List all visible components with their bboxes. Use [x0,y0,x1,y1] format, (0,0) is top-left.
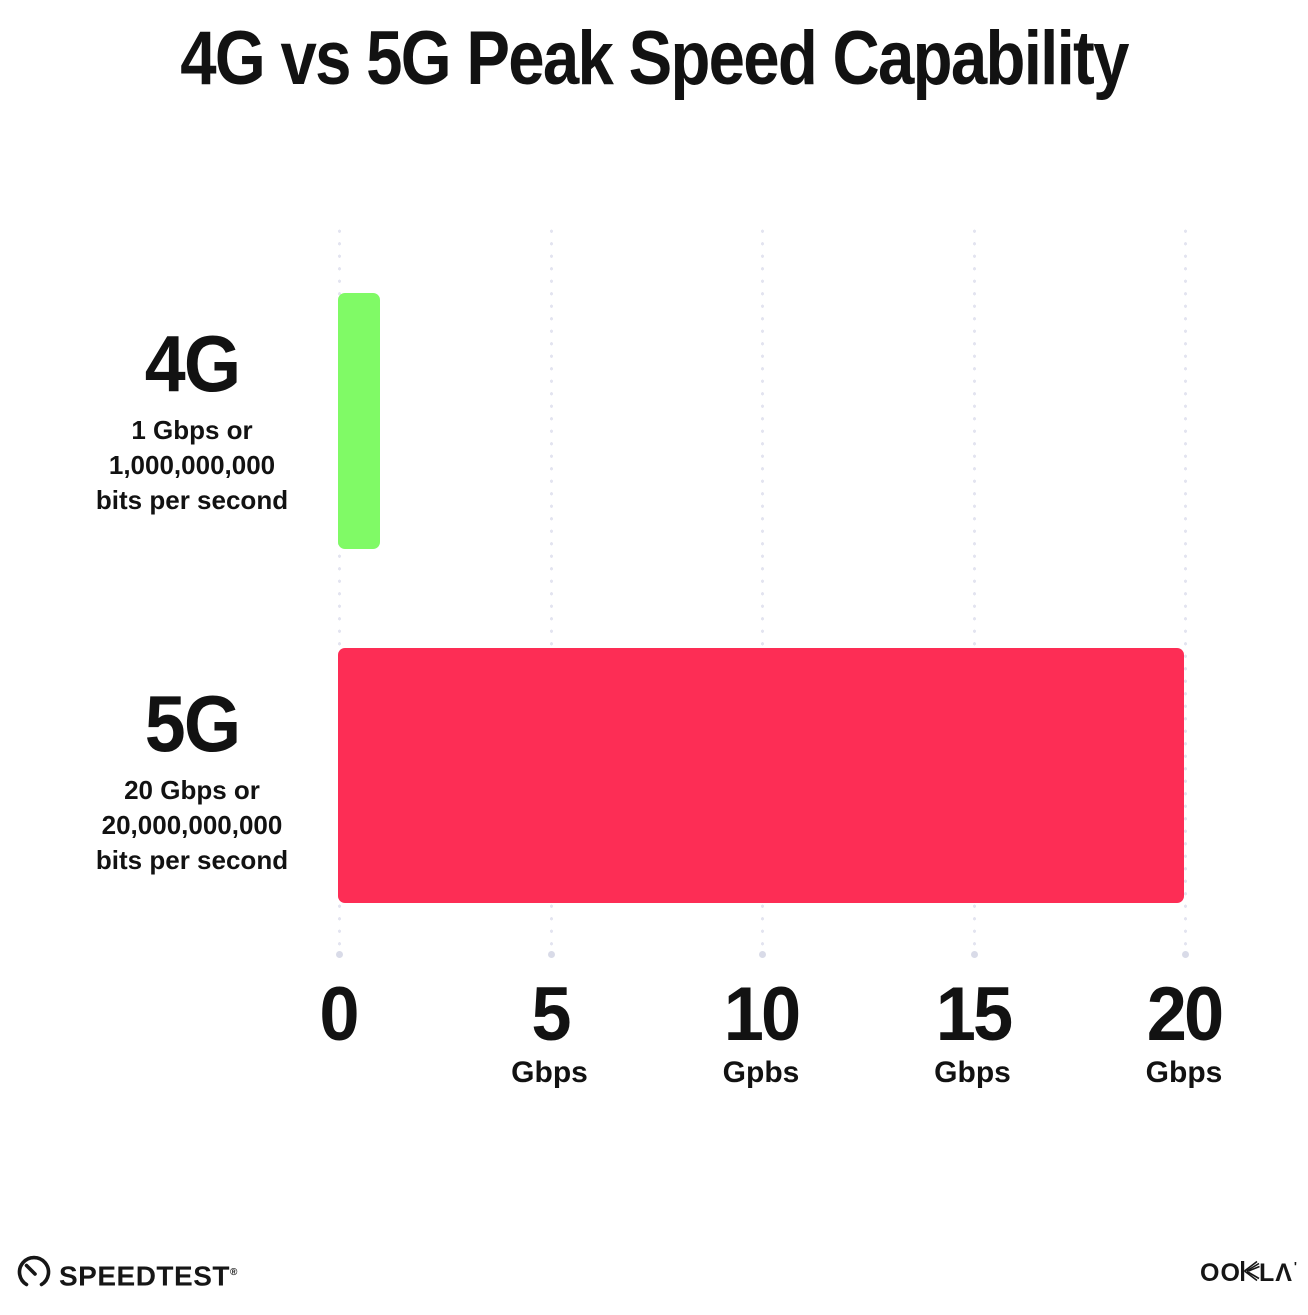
bar-5g [338,648,1184,903]
x-axis: 0 5 Gbps 10 Gpbs 15 Gbps 20 Gbps [319,972,1224,1109]
x-tick-unit: Gbps [1145,1056,1223,1089]
desc-line: 1 Gbps or [131,415,253,445]
gridline-5 [547,225,555,958]
ookla-trademark-mark: ' [1293,1258,1297,1274]
x-tick-number: 15 [935,972,1012,1057]
x-tick-10: 10 Gpbs [722,972,801,1089]
gridline-20 [1182,225,1189,958]
desc-line: bits per second [95,485,289,515]
x-tick-15: 15 Gbps [933,972,1012,1089]
chart-title: 4G vs 5G Peak Speed Capability [180,16,1129,101]
category-description-4g: 1 Gbps or 1,000,000,000 bits per second [28,413,356,518]
desc-line: bits per second [95,845,289,875]
category-description-5g: 20 Gbps or 20,000,000,000 bits per secon… [28,773,356,878]
row-label-4g: 4G 1 Gbps or 1,000,000,000 bits per seco… [28,321,356,518]
desc-line: 20 Gbps or [124,775,260,805]
bar-4g [338,293,381,549]
x-tick-0: 0 [318,972,359,1057]
gridline-15 [970,225,978,958]
x-tick-unit: Gbps [934,1056,1011,1089]
ookla-wordmark-left: OO [1200,1259,1241,1287]
x-tick-5: 5 Gbps [511,972,588,1089]
desc-line: 20,000,000,000 [101,810,283,840]
x-tick-unit: Gbps [511,1056,588,1089]
speedtest-gauge-icon [16,1254,52,1295]
ookla-wordmark-right: LΛ [1258,1259,1293,1287]
category-label-4g: 4G [144,319,241,408]
x-tick-number: 20 [1146,972,1224,1057]
x-tick-unit: Gpbs [722,1056,800,1089]
gridline-10 [759,225,766,958]
ookla-logo: OO LΛ ' [1200,1258,1297,1288]
x-tick-number: 5 [530,972,571,1057]
plot-area [336,225,1189,958]
category-label-5g: 5G [144,679,241,768]
x-tick-20: 20 Gbps [1145,972,1224,1089]
registered-trademark-mark: ® [229,1267,238,1278]
speedtest-label: SPEEDTEST [59,1260,230,1292]
speedtest-wordmark: SPEEDTEST® [59,1254,238,1295]
row-label-5g: 5G 20 Gbps or 20,000,000,000 bits per se… [28,681,356,878]
desc-line: 1,000,000,000 [108,450,276,480]
gridline-0 [336,225,343,958]
speedtest-logo: SPEEDTEST® [16,1254,238,1295]
ookla-k-icon [1240,1260,1260,1287]
x-tick-number: 0 [319,972,359,1057]
x-tick-number: 10 [723,972,801,1057]
